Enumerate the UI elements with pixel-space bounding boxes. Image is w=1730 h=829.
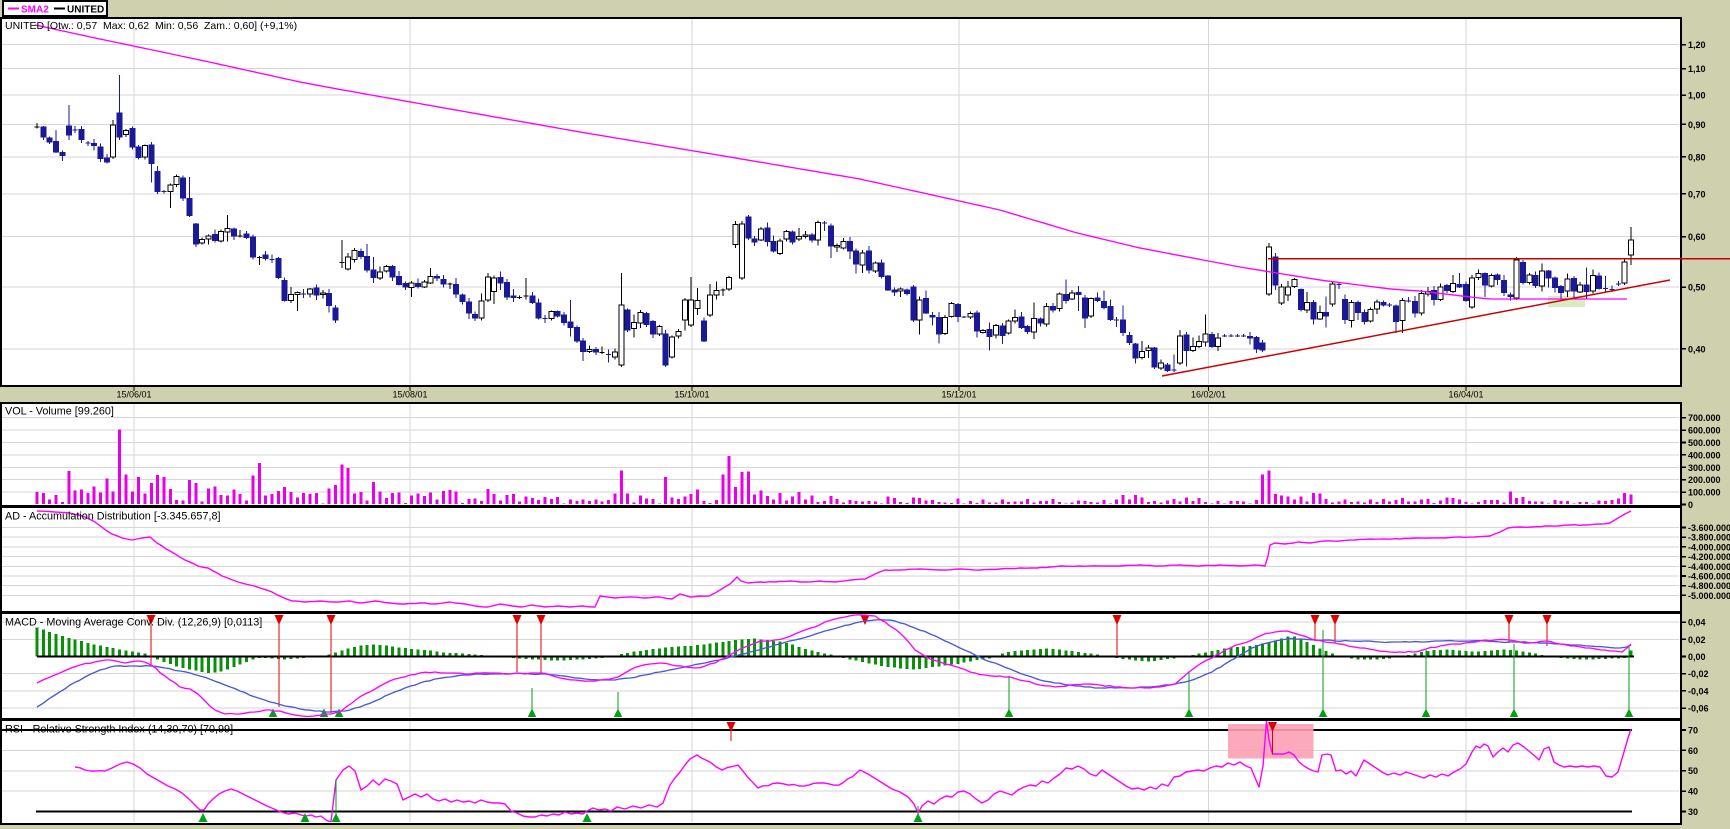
svg-text:UNITED: UNITED bbox=[67, 5, 104, 16]
svg-text:-3.600.000: -3.600.000 bbox=[1688, 523, 1730, 533]
svg-text:0: 0 bbox=[1688, 500, 1693, 510]
svg-text:0,90: 0,90 bbox=[1688, 120, 1706, 130]
svg-text:0,04: 0,04 bbox=[1688, 618, 1706, 628]
svg-text:VOL - Volume [99.260]: VOL - Volume [99.260] bbox=[5, 406, 114, 418]
svg-text:0,60: 0,60 bbox=[1688, 232, 1706, 242]
svg-text:-3.800.000: -3.800.000 bbox=[1688, 533, 1730, 543]
svg-text:500.000: 500.000 bbox=[1688, 438, 1721, 448]
svg-text:200.000: 200.000 bbox=[1688, 475, 1721, 485]
svg-text:-5.000.000: -5.000.000 bbox=[1688, 591, 1730, 601]
svg-text:-0,02: -0,02 bbox=[1688, 669, 1709, 679]
svg-text:30: 30 bbox=[1688, 807, 1698, 817]
svg-text:400.000: 400.000 bbox=[1688, 450, 1721, 460]
svg-text:15/10/01: 15/10/01 bbox=[674, 390, 709, 400]
svg-text:SMA2: SMA2 bbox=[21, 5, 49, 16]
svg-text:-0,06: -0,06 bbox=[1688, 704, 1709, 714]
svg-text:70: 70 bbox=[1688, 726, 1698, 736]
svg-text:1,00: 1,00 bbox=[1688, 91, 1706, 101]
svg-text:AD - Accumulation Distribution: AD - Accumulation Distribution [-3.345.6… bbox=[5, 511, 220, 523]
svg-text:-4.000.000: -4.000.000 bbox=[1688, 542, 1730, 552]
svg-text:15/12/01: 15/12/01 bbox=[941, 390, 976, 400]
svg-text:50: 50 bbox=[1688, 766, 1698, 776]
svg-text:0,40: 0,40 bbox=[1688, 344, 1706, 354]
svg-text:0,70: 0,70 bbox=[1688, 189, 1706, 199]
svg-text:15/06/01: 15/06/01 bbox=[116, 390, 151, 400]
svg-text:300.000: 300.000 bbox=[1688, 463, 1721, 473]
svg-text:600.000: 600.000 bbox=[1688, 426, 1721, 436]
svg-text:RSI - Relative Strength Index: RSI - Relative Strength Index (14,30,70)… bbox=[5, 724, 233, 736]
svg-text:MACD - Moving Average Conv. Di: MACD - Moving Average Conv. Div. (12,26,… bbox=[5, 617, 262, 629]
svg-text:0,50: 0,50 bbox=[1688, 283, 1706, 293]
svg-text:0,00: 0,00 bbox=[1688, 652, 1706, 662]
svg-text:40: 40 bbox=[1688, 787, 1698, 797]
svg-text:100.000: 100.000 bbox=[1688, 488, 1721, 498]
svg-text:-4.400.000: -4.400.000 bbox=[1688, 562, 1730, 572]
svg-text:-4.600.000: -4.600.000 bbox=[1688, 572, 1730, 582]
svg-text:1,10: 1,10 bbox=[1688, 64, 1706, 74]
svg-text:60: 60 bbox=[1688, 746, 1698, 756]
svg-text:-0,04: -0,04 bbox=[1688, 686, 1709, 696]
svg-text:0,02: 0,02 bbox=[1688, 635, 1706, 645]
svg-text:-4.200.000: -4.200.000 bbox=[1688, 552, 1730, 562]
svg-text:700.000: 700.000 bbox=[1688, 413, 1721, 423]
svg-text:-4.800.000: -4.800.000 bbox=[1688, 581, 1730, 591]
svg-text:16/04/01: 16/04/01 bbox=[1448, 390, 1483, 400]
svg-text:UNITED [Otw.: 0,57 Max: 0,62: UNITED [Otw.: 0,57 Max: 0,62 Min: 0,56 Z… bbox=[5, 20, 297, 32]
svg-text:16/02/01: 16/02/01 bbox=[1191, 390, 1226, 400]
svg-text:1,20: 1,20 bbox=[1688, 40, 1706, 50]
svg-text:0,80: 0,80 bbox=[1688, 152, 1706, 162]
svg-text:15/08/01: 15/08/01 bbox=[392, 390, 427, 400]
